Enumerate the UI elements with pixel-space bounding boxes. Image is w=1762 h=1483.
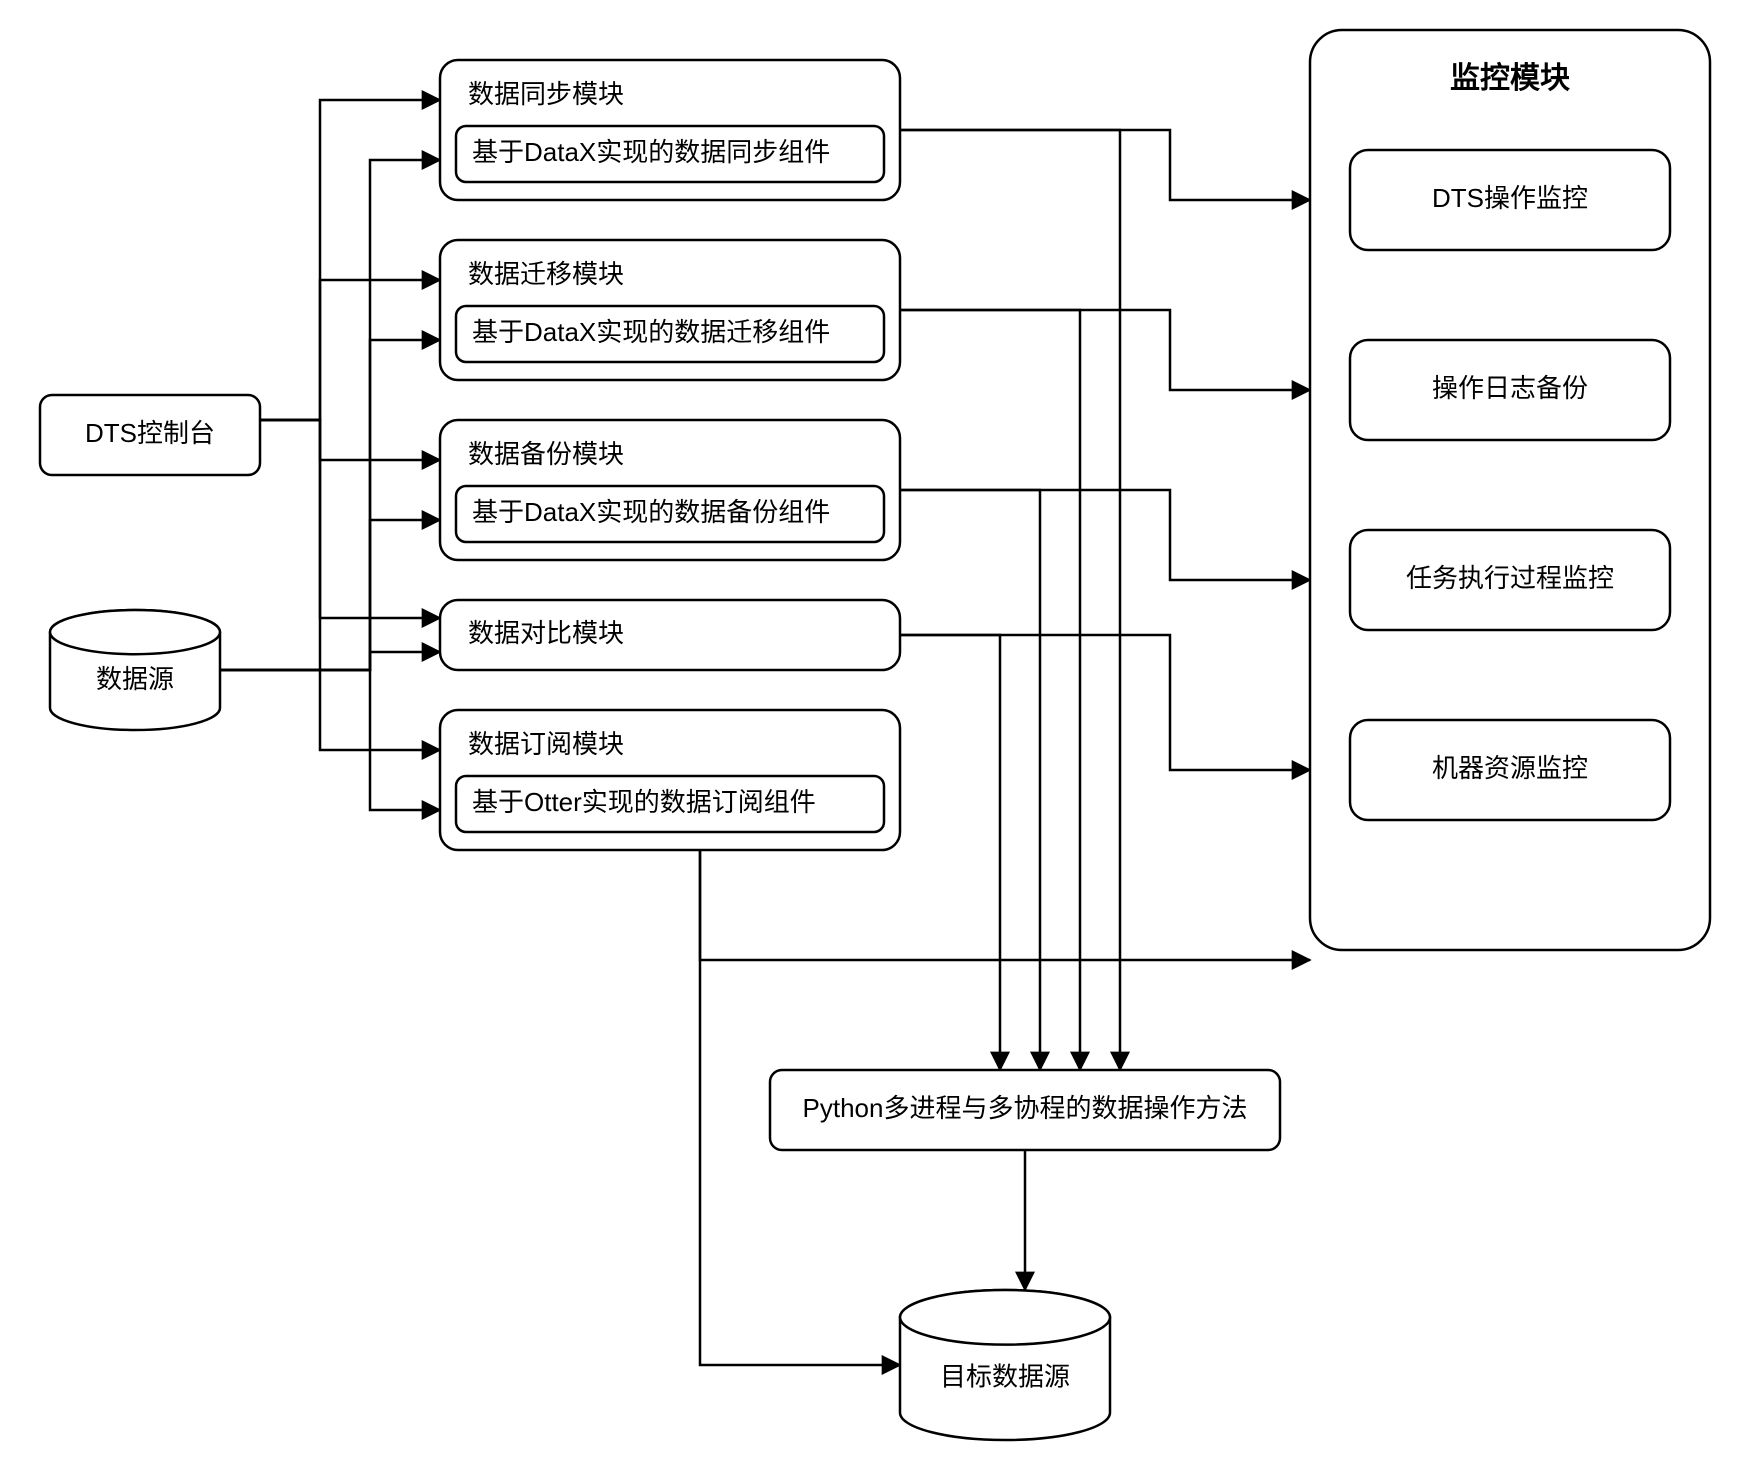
module-inner-mod_migrate: 基于DataX实现的数据迁移组件 [472,317,830,347]
node-data_source: 数据源 [50,610,220,730]
node-mod_sync: 数据同步模块基于DataX实现的数据同步组件 [440,60,900,200]
node-mod_migrate: 数据迁移模块基于DataX实现的数据迁移组件 [440,240,900,380]
edge-console_to_sync [260,100,440,420]
diagram-canvas: DTS控制台数据源数据同步模块基于DataX实现的数据同步组件数据迁移模块基于D… [0,0,1762,1483]
node-label-target_source: 目标数据源 [940,1362,1070,1392]
module-inner-mod_backup: 基于DataX实现的数据备份组件 [472,497,830,527]
node-python_box: Python多进程与多协程的数据操作方法 [770,1070,1280,1150]
edge-compare_to_python [900,635,1000,1070]
node-dts_console: DTS控制台 [40,395,260,475]
edge-migrate_to_mon [900,310,1310,390]
node-mod_subscribe: 数据订阅模块基于Otter实现的数据订阅组件 [440,710,900,850]
module-inner-mod_sync: 基于DataX实现的数据同步组件 [472,137,830,167]
node-mon_log: 操作日志备份 [1350,340,1670,440]
edge-sync_to_mon [900,130,1310,200]
node-label-dts_console: DTS控制台 [85,418,215,448]
node-mon_machine: 机器资源监控 [1350,720,1670,820]
node-label-mon_machine: 机器资源监控 [1432,753,1588,783]
edge-backup_to_mon [900,490,1310,580]
edge-source_to_subscribe [220,670,440,810]
module-title-mod_migrate: 数据迁移模块 [468,259,624,289]
module-title-mod_backup: 数据备份模块 [468,439,624,469]
node-mod_backup: 数据备份模块基于DataX实现的数据备份组件 [440,420,900,560]
edge-subscribe_to_mon [700,850,1310,960]
node-mod_compare: 数据对比模块 [440,600,900,670]
module-title-mod_sync: 数据同步模块 [468,79,624,109]
edge-backup_to_python [900,490,1040,1070]
edge-sync_to_python [900,130,1120,1070]
node-target_source: 目标数据源 [900,1290,1110,1440]
edge-console_to_backup [260,420,440,460]
node-label-python_box: Python多进程与多协程的数据操作方法 [803,1093,1248,1123]
node-label-mod_compare: 数据对比模块 [468,618,624,648]
monitor-title: 监控模块 [1450,62,1570,95]
node-label-mon_log: 操作日志备份 [1432,373,1588,403]
edge-compare_to_mon [900,635,1310,770]
node-label-mon_task: 任务执行过程监控 [1406,563,1614,593]
edge-source_to_migrate [220,340,440,670]
module-title-mod_subscribe: 数据订阅模块 [468,729,624,759]
edge-console_to_migrate [260,280,440,420]
node-mon_dts: DTS操作监控 [1350,150,1670,250]
node-label-data_source: 数据源 [96,664,174,694]
node-label-mon_dts: DTS操作监控 [1432,183,1588,213]
module-inner-mod_subscribe: 基于Otter实现的数据订阅组件 [472,787,816,817]
edge-source_to_compare [220,652,440,670]
edge-source_to_backup [220,520,440,670]
edge-console_to_subscribe [260,420,440,750]
edge-migrate_to_python [900,310,1080,1070]
node-mon_task: 任务执行过程监控 [1350,530,1670,630]
